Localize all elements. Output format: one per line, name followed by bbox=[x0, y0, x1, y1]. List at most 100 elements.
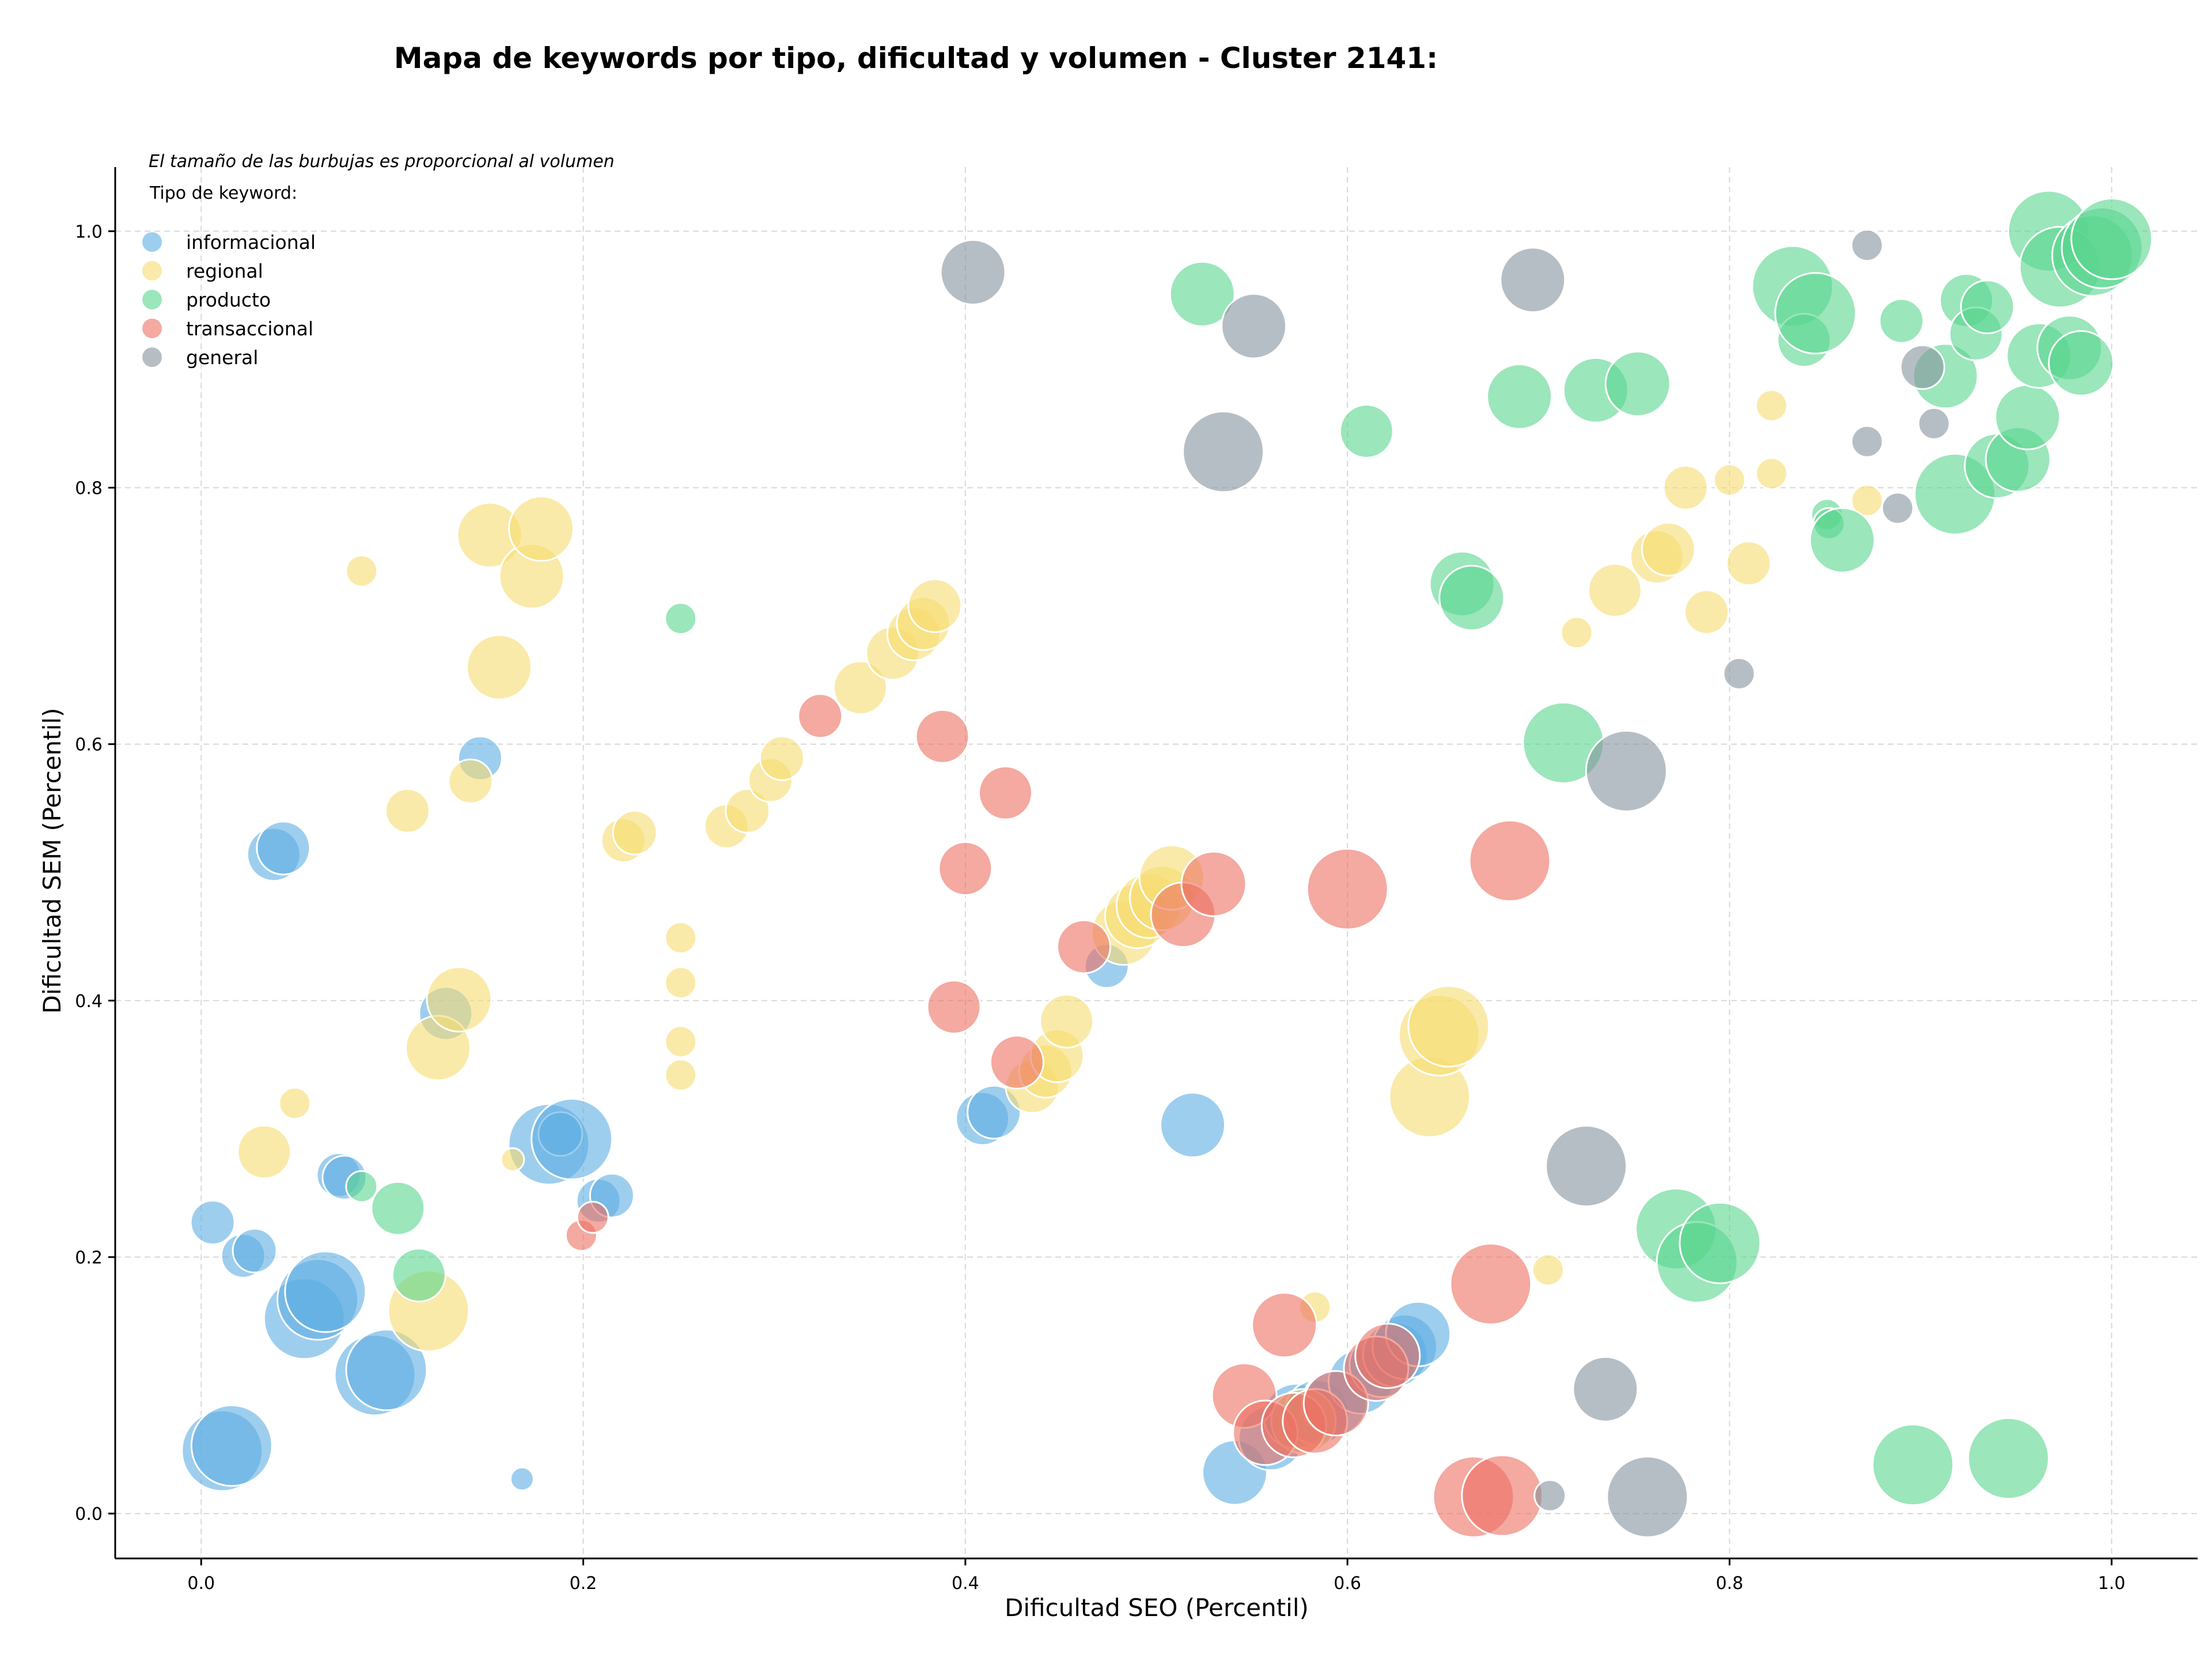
bubble-transaccional-22 bbox=[1461, 1454, 1544, 1537]
bubble-producto-1 bbox=[370, 1181, 426, 1236]
bubble-regional-43 bbox=[1560, 616, 1593, 649]
bubble-informacional-23 bbox=[967, 1084, 1022, 1140]
bubble-producto-5 bbox=[1339, 404, 1394, 459]
x-tick-label-2: 0.4 bbox=[952, 1573, 979, 1594]
legend-entries: informacional regional producto transaccion… bbox=[142, 231, 316, 369]
bubble-transaccional-10 bbox=[1180, 850, 1247, 917]
bubble-transaccional-5 bbox=[938, 841, 993, 896]
bubble-regional-6 bbox=[426, 966, 493, 1033]
bubble-regional-17 bbox=[664, 1025, 698, 1058]
legend-label-regional: regional bbox=[186, 260, 263, 282]
bubble-regional-18 bbox=[664, 1058, 698, 1092]
bubble-general-7 bbox=[1585, 729, 1668, 812]
bubble-producto-0 bbox=[345, 1170, 378, 1204]
bubble-general-9 bbox=[1722, 657, 1756, 690]
bubble-producto-17 bbox=[1774, 272, 1857, 355]
bubble-transaccional-8 bbox=[1056, 919, 1111, 974]
bubble-general-10 bbox=[1850, 425, 1884, 458]
legend-item-informacional: informacional bbox=[142, 231, 316, 253]
x-axis-label: Dificultad SEO (Percentil) bbox=[1005, 1594, 1309, 1622]
bubble-informacional-13 bbox=[345, 1329, 428, 1412]
bubble-regional-52 bbox=[1755, 389, 1788, 422]
bubble-producto-21 bbox=[1878, 298, 1925, 344]
bubble-general-5 bbox=[1545, 1125, 1628, 1208]
legend-marker-producto bbox=[142, 290, 162, 309]
bubble-informacional-16 bbox=[509, 1466, 535, 1492]
bubble-regional-47 bbox=[1662, 464, 1709, 510]
bubble-producto-7 bbox=[1438, 565, 1505, 631]
x-tick-label-0: 0.0 bbox=[187, 1573, 215, 1594]
bubble-regional-20 bbox=[725, 788, 771, 834]
bubble-informacional-4 bbox=[256, 820, 311, 876]
bubble-general-6 bbox=[1572, 1356, 1639, 1422]
bubble-informacional-0 bbox=[190, 1200, 236, 1246]
bubble-producto-11 bbox=[1604, 350, 1671, 417]
bubble-producto-29 bbox=[1967, 1417, 2050, 1500]
bubble-general-1 bbox=[1182, 410, 1265, 493]
legend-title: Tipo de keyword: bbox=[149, 183, 297, 203]
bubble-producto-2 bbox=[391, 1247, 446, 1303]
bubble-producto-20 bbox=[1809, 507, 1876, 574]
bubble-regional-7 bbox=[448, 758, 494, 804]
bubble-regional-46 bbox=[1641, 521, 1696, 577]
bubble-general-4 bbox=[1533, 1479, 1567, 1512]
bubble-general-11 bbox=[1850, 229, 1884, 262]
series-general bbox=[940, 229, 1950, 1538]
legend: Tipo de keyword: informacional regional pr… bbox=[142, 183, 316, 369]
legend-marker-transaccional bbox=[142, 319, 162, 338]
bubble-regional-15 bbox=[664, 921, 698, 955]
bubble-transaccional-23 bbox=[1468, 819, 1551, 902]
bubble-regional-31 bbox=[1039, 993, 1094, 1049]
y-tick-label-5: 1.0 bbox=[75, 222, 103, 242]
bubble-transaccional-1 bbox=[576, 1201, 609, 1234]
legend-marker-informacional bbox=[142, 232, 162, 252]
bubble-general-12 bbox=[1881, 491, 1914, 525]
bubble-regional-12 bbox=[508, 495, 575, 562]
bubble-general-2 bbox=[1221, 293, 1287, 360]
bubble-producto-31 bbox=[1994, 384, 2061, 451]
bubble-transaccional-3 bbox=[915, 709, 970, 764]
bubble-transaccional-4 bbox=[926, 979, 982, 1035]
bubble-transaccional-17 bbox=[1306, 847, 1389, 930]
bubble-producto-36 bbox=[2048, 330, 2115, 397]
legend-item-general: general bbox=[142, 346, 258, 369]
bubble-general-0 bbox=[940, 239, 1006, 306]
bubble-transaccional-2 bbox=[797, 693, 843, 739]
bubble-transaccional-13 bbox=[1251, 1292, 1318, 1359]
bubble-regional-51 bbox=[1755, 457, 1788, 490]
bubble-regional-16 bbox=[664, 966, 698, 1000]
bubble-regional-22 bbox=[759, 735, 805, 781]
bubble-regional-48 bbox=[1684, 589, 1730, 635]
bubbles bbox=[181, 190, 2153, 1538]
bubble-regional-41 bbox=[1407, 985, 1490, 1068]
bubble-transaccional-6 bbox=[978, 765, 1033, 820]
bubble-general-3 bbox=[1499, 247, 1566, 313]
series-transaccional bbox=[565, 693, 1551, 1538]
y-tick-label-2: 0.4 bbox=[75, 992, 103, 1012]
bubble-producto-4 bbox=[1169, 260, 1236, 327]
bubble-regional-2 bbox=[345, 554, 378, 588]
y-tick-label-0: 0.0 bbox=[75, 1504, 103, 1524]
bubble-producto-14 bbox=[1679, 1201, 1762, 1284]
legend-item-producto: producto bbox=[142, 289, 271, 311]
x-tick-label-3: 0.6 bbox=[1334, 1573, 1361, 1594]
y-tick-label-1: 0.2 bbox=[75, 1248, 103, 1268]
x-tick-label-4: 0.8 bbox=[1716, 1573, 1744, 1594]
bubble-regional-50 bbox=[1726, 540, 1772, 587]
series-regional bbox=[237, 389, 1884, 1455]
bubble-informacional-9 bbox=[284, 1250, 367, 1333]
chart-title: Mapa de keywords por tipo, dificultad y … bbox=[394, 41, 1438, 75]
bubble-informacional-6 bbox=[190, 1404, 273, 1487]
bubble-regional-10 bbox=[500, 1147, 525, 1172]
bubble-size-note: El tamaño de las burbujas es proporciona… bbox=[149, 152, 615, 172]
bubble-informacional-2 bbox=[232, 1228, 278, 1274]
y-tick-label-4: 0.8 bbox=[75, 478, 103, 498]
legend-label-transaccional: transaccional bbox=[186, 317, 313, 340]
bubble-regional-9 bbox=[466, 634, 533, 701]
legend-marker-general bbox=[142, 347, 162, 367]
bubble-informacional-19 bbox=[531, 1098, 613, 1181]
bubble-general-13 bbox=[1899, 344, 1945, 390]
x-tick-label-5: 1.0 bbox=[2098, 1573, 2126, 1594]
